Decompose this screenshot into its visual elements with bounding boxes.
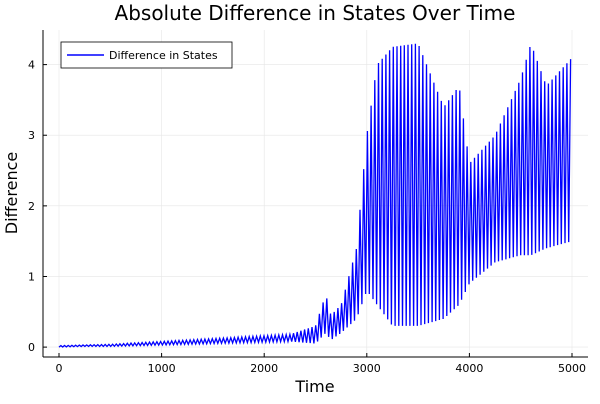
x-tick-label: 2000: [250, 362, 278, 375]
y-tick-label: 3: [28, 129, 35, 142]
chart-title: Absolute Difference in States Over Time: [115, 1, 516, 25]
y-axis-label: Difference: [2, 152, 21, 234]
x-tick-label: 1000: [148, 362, 176, 375]
y-tick-label: 4: [28, 59, 35, 72]
x-tick-label: 3000: [353, 362, 381, 375]
y-tick-label: 2: [28, 200, 35, 213]
x-tick-label: 4000: [455, 362, 483, 375]
ticks: 0 1000 2000 3000 4000 5000 0 1 2 3 4: [28, 59, 586, 375]
y-tick-label: 0: [28, 341, 35, 354]
series-line-difference-in-states: [58, 43, 572, 348]
x-tick-label: 5000: [558, 362, 586, 375]
x-tick-label: 0: [56, 362, 63, 375]
legend-label: Difference in States: [109, 49, 218, 62]
legend: Difference in States: [60, 41, 233, 69]
y-tick-label: 1: [28, 270, 35, 283]
x-axis-label: Time: [294, 377, 334, 396]
